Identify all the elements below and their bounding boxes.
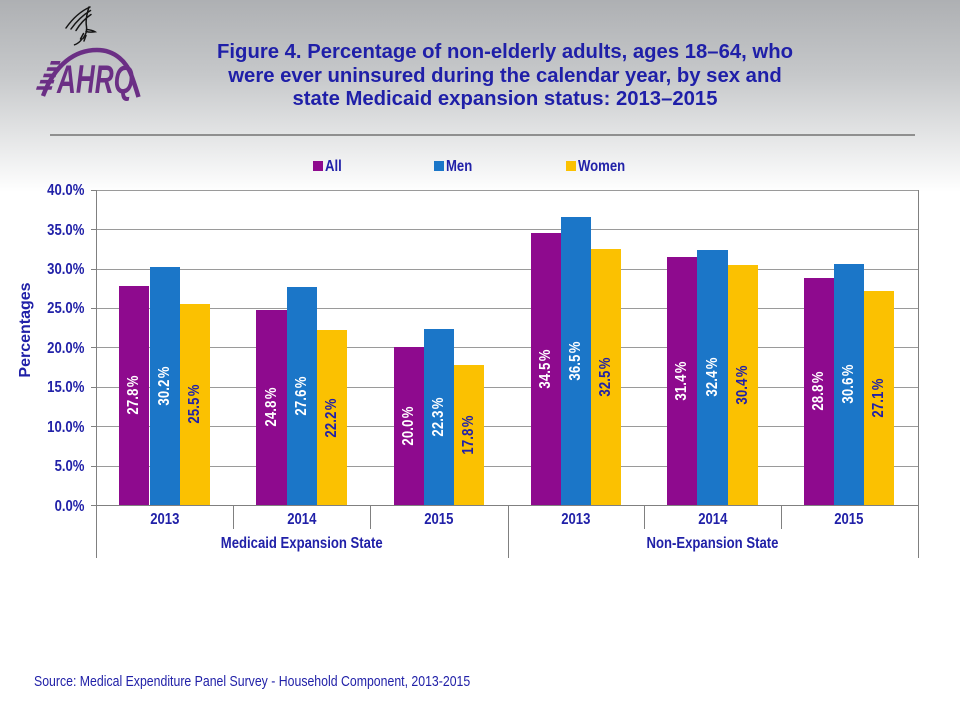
svg-text:AHRQ: AHRQ [56,58,134,102]
